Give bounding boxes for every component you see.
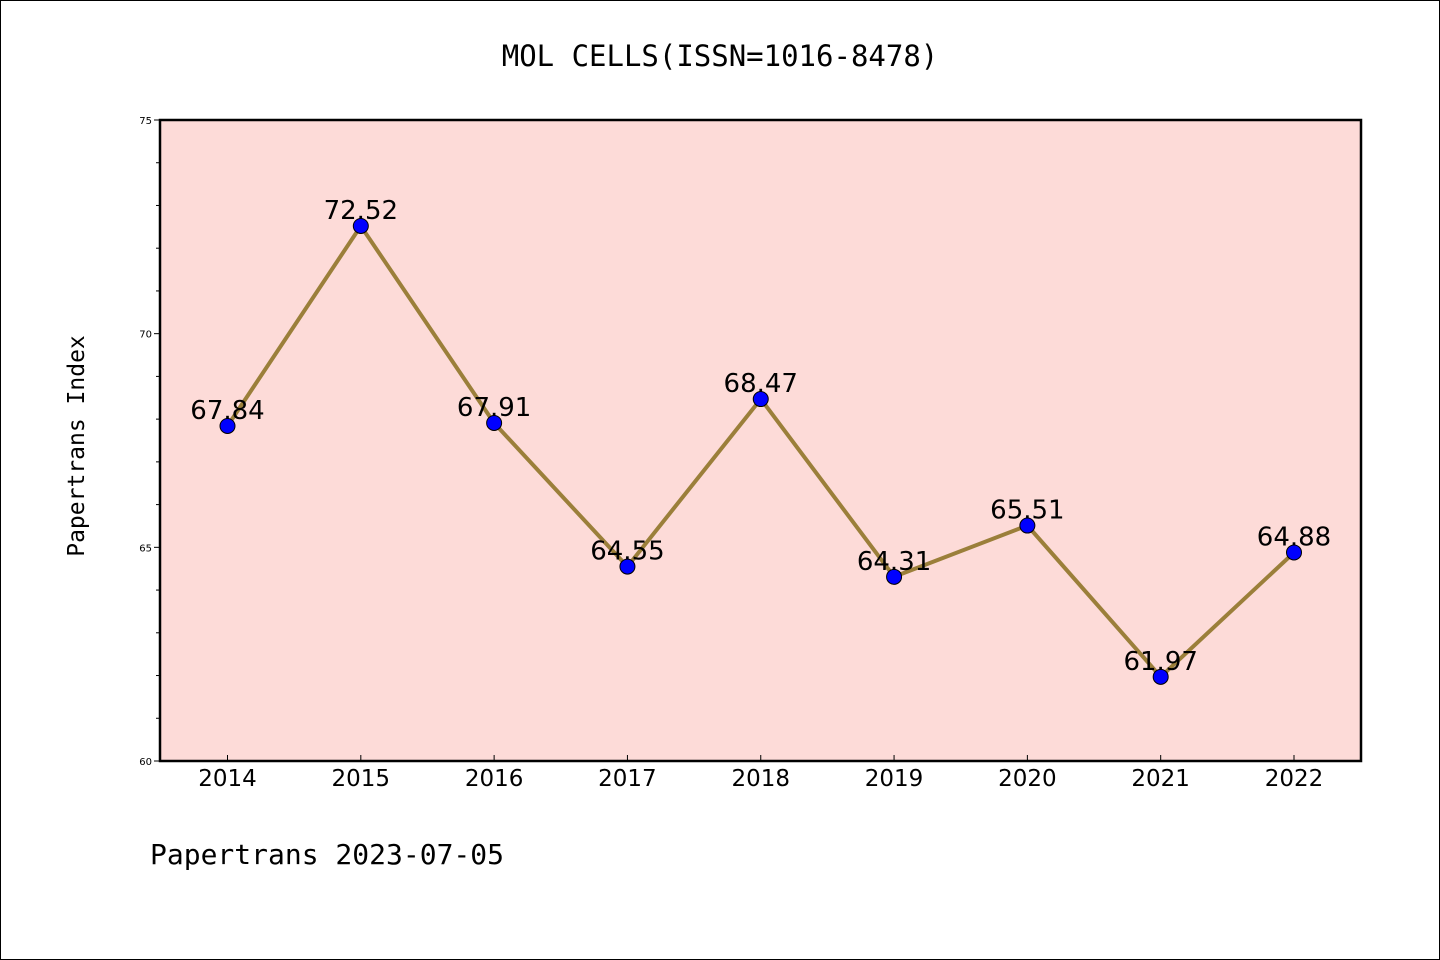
x-tick-label: 2021 [1131,766,1190,792]
y-tick-label: 60 [139,757,152,768]
x-tick-label: 2017 [598,766,657,792]
data-label: 67.84 [190,396,264,426]
data-label: 67.91 [457,393,531,423]
y-axis-label: Papertrans Index [64,335,90,557]
data-point [352,217,369,234]
y-axis-tick-labels: 60 65 70 75 [139,116,152,768]
data-markers [219,217,1302,685]
x-tick-label: 2019 [865,766,924,792]
x-tick-label: 2022 [1265,766,1324,792]
data-point [1286,544,1302,561]
data-point [752,391,769,408]
data-point [619,558,636,575]
x-tick-label: 2016 [465,766,524,792]
data-label: 61.97 [1123,647,1197,677]
data-labels: 67.84 72.52 67.91 64.55 68.47 64.31 65.51 61.97… [190,196,1331,677]
data-point [886,568,903,585]
data-point [1019,517,1036,534]
data-label: 64.88 [1257,522,1331,552]
plot-border [158,118,1363,763]
x-tick-label: 2015 [332,766,391,792]
data-label: 64.55 [590,537,664,567]
data-point [1152,668,1169,685]
x-axis-tick-labels: 2014 2015 2016 2017 2018 2019 2020 2021 2022 [198,766,1323,792]
x-tick-label: 2020 [998,766,1057,792]
data-label: 64.31 [857,547,931,577]
data-point [486,414,503,431]
data-label: 65.51 [990,496,1064,526]
footer-date: Papertrans 2023-07-05 [150,838,504,871]
y-tick-label: 70 [139,330,152,341]
data-label: 68.47 [724,369,798,399]
x-tick-label: 2014 [198,766,257,792]
y-tick-label: 65 [139,543,152,554]
y-tick-label: 75 [139,116,152,127]
data-label: 72.52 [324,196,398,226]
chart-title: MOL CELLS(ISSN=1016-8478) [502,39,939,73]
x-tick-label: 2018 [731,766,790,792]
data-point [219,417,236,434]
